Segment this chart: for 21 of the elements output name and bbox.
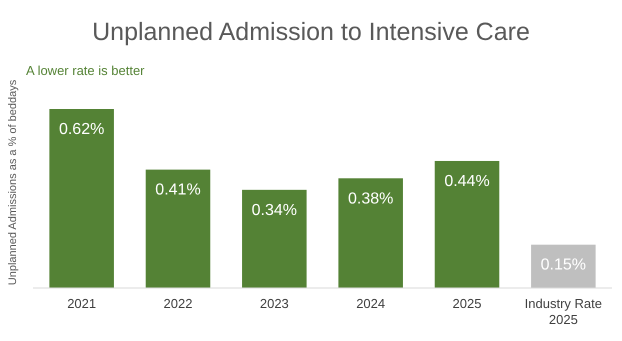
x-tick-label: 2024 [356, 296, 386, 311]
bar [242, 190, 307, 288]
x-tick-label: Industry Rate 2025 [524, 296, 602, 327]
x-tick-label: 2022 [164, 296, 192, 311]
y-axis-title: Unplanned Admissions as a % of beddays [7, 79, 19, 286]
x-tick-label: 2025 [452, 296, 482, 311]
bar [49, 109, 114, 288]
data-label: 0.38% [348, 190, 394, 208]
data-label: 0.34% [252, 202, 298, 219]
x-tick-label: 2021 [67, 296, 96, 311]
bar [338, 178, 403, 288]
data-label: 0.44% [444, 172, 490, 190]
chart-title: Unplanned Admission to Intensive Care [92, 18, 530, 46]
data-label: 0.62% [58, 121, 104, 138]
x-tick-label: 2023 [260, 296, 289, 311]
text: A lower rate is better [26, 63, 146, 78]
data-label: 0.15% [540, 256, 586, 274]
bar [146, 170, 210, 288]
bar [531, 244, 596, 288]
bar [434, 160, 500, 288]
data-label: 0.41% [155, 182, 201, 199]
